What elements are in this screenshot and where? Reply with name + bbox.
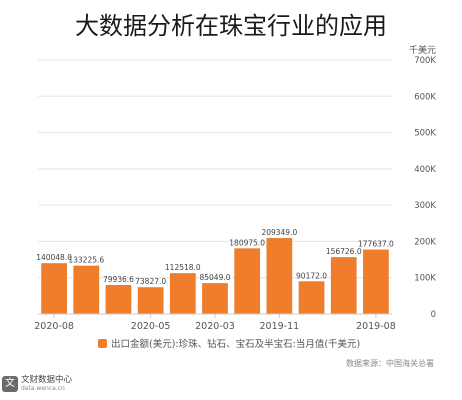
logo: 文 文财数据中心 data.wenca.cn	[2, 372, 88, 396]
bar	[363, 249, 389, 314]
bar	[137, 287, 164, 314]
y-tick-label: 400K	[414, 165, 436, 175]
bar	[169, 273, 196, 314]
x-tick-label: 2020-08	[34, 321, 74, 332]
data-label: 156726.0	[326, 247, 362, 256]
bar	[202, 283, 228, 314]
bar	[234, 248, 261, 314]
x-tick-label: 2020-05	[131, 321, 171, 332]
y-tick-label: 300K	[414, 201, 436, 211]
y-tick-label: 200K	[414, 237, 436, 247]
x-tick-label: 2020-03	[195, 321, 235, 332]
logo-name: 文财数据中心	[21, 375, 73, 386]
bar	[266, 238, 293, 314]
bar	[41, 263, 67, 314]
data-label: 112518.0	[165, 263, 201, 272]
y-tick-label: 600K	[414, 92, 436, 102]
x-tick-label: 2019-08	[356, 321, 396, 332]
legend-label: 出口金额(美元):珍珠、钻石、宝石及半宝石:当月值(千美元)	[111, 339, 361, 350]
data-label: 133225.6	[68, 256, 104, 265]
logo-text: 文财数据中心 data.wenca.cn	[21, 376, 72, 392]
y-tick-label: 100K	[414, 274, 436, 284]
bar	[298, 281, 325, 314]
bar	[105, 284, 132, 314]
data-label: 209349.0	[261, 228, 297, 237]
y-tick-label: 0	[431, 310, 436, 320]
data-label: 73827.0	[135, 277, 166, 286]
y-tick-label: 700K	[414, 56, 436, 66]
data-label: 180975.0	[229, 238, 265, 247]
unit-label: 千美元	[409, 44, 436, 56]
data-label: 79936.6	[103, 275, 134, 284]
legend: 出口金额(美元):珍珠、钻石、宝石及半宝石:当月值(千美元)	[98, 336, 360, 350]
bar	[73, 265, 100, 314]
bar	[330, 257, 357, 314]
legend-swatch	[98, 338, 107, 348]
source-note: 数据来源：中国海关总署	[346, 359, 434, 368]
data-label: 177637.0	[358, 240, 394, 249]
data-label: 140048.0	[36, 253, 72, 262]
data-label: 90172.0	[296, 271, 327, 280]
logo-url: data.wenca.cn	[21, 384, 65, 392]
x-tick-label: 2019-11	[260, 321, 300, 332]
y-tick-label: 500K	[414, 129, 436, 139]
data-label: 85049.0	[199, 273, 230, 282]
headline: 大数据分析在珠宝行业的应用	[75, 12, 387, 40]
logo-mark: 文	[2, 376, 18, 392]
